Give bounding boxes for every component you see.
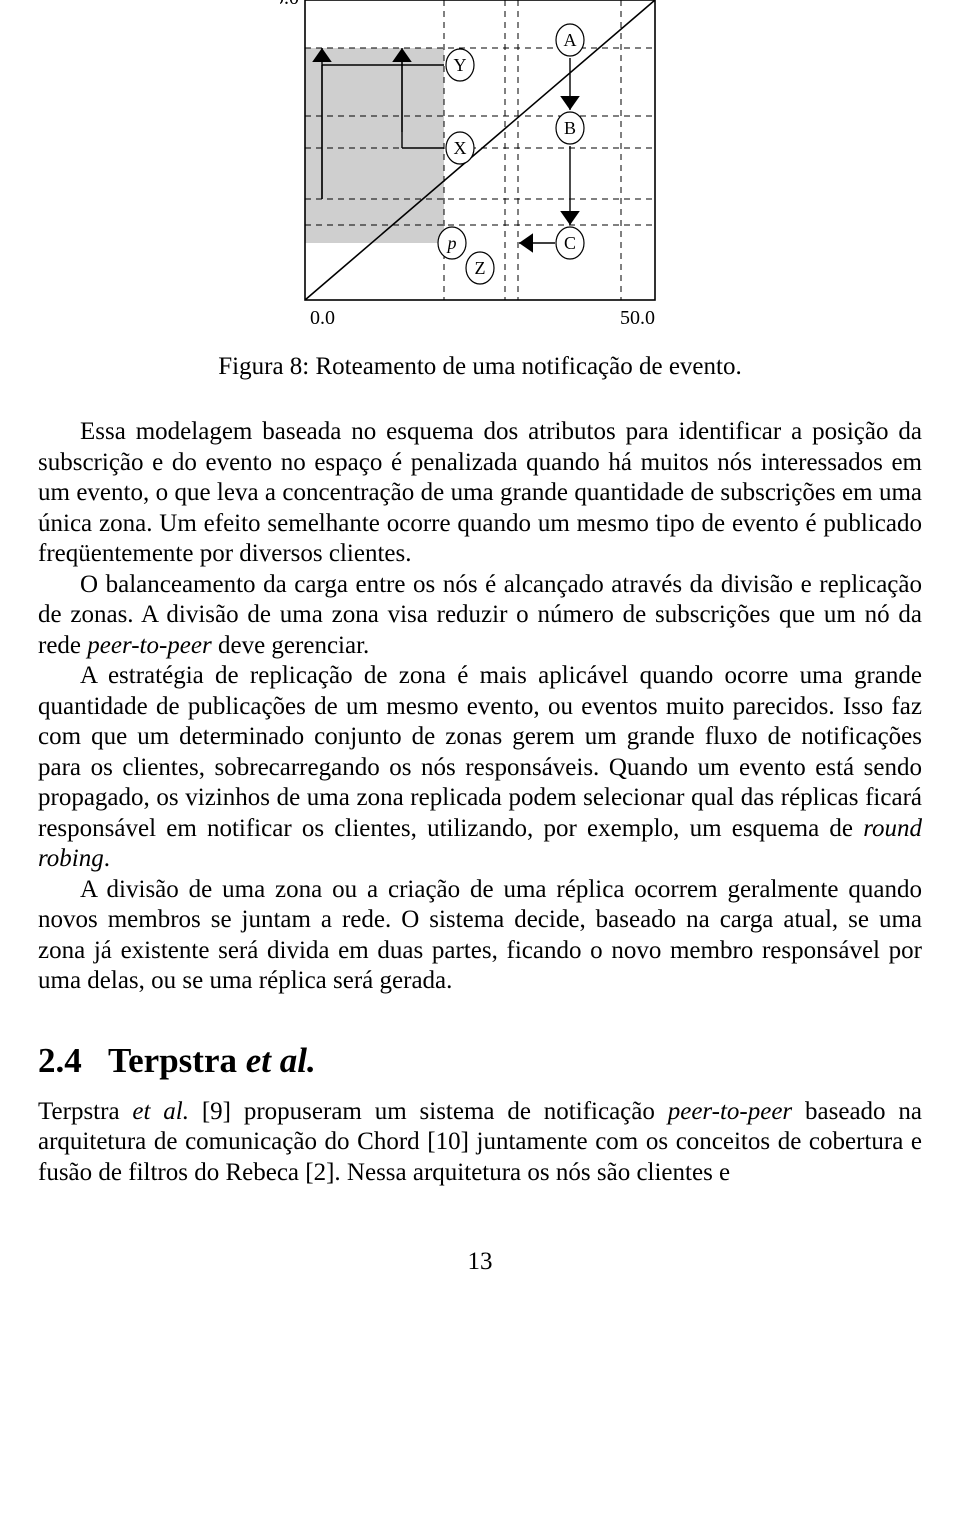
figure-8-svg: Y X Z A B Cp 50.0 0.0 50.0 bbox=[280, 0, 680, 330]
figure-8: Y X Z A B Cp 50.0 0.0 50.0 Figura 8: Roteamento … bbox=[38, 0, 922, 381]
paragraph-2: O balanceamento da carga entre os nós é … bbox=[38, 570, 922, 662]
svg-text:50.0: 50.0 bbox=[620, 307, 655, 329]
figure-8-caption: Figura 8: Roteamento de uma notificação … bbox=[38, 353, 922, 381]
svg-text:0.0: 0.0 bbox=[310, 307, 335, 329]
sp-em2: peer-to-peer bbox=[668, 1098, 792, 1125]
paragraph-2-em: peer-to-peer bbox=[87, 632, 211, 659]
sp-em1: et al. bbox=[132, 1098, 189, 1125]
paragraph-4: A divisão de uma zona ou a criação de um… bbox=[38, 875, 922, 997]
section-2-4-para: Terpstra et al. [9] propuseram um sistem… bbox=[38, 1097, 922, 1189]
paragraph-3-a: A estratégia de replicação de zona é mai… bbox=[38, 662, 922, 842]
paragraph-2-b: deve gerenciar. bbox=[212, 632, 370, 659]
page-number: 13 bbox=[38, 1248, 922, 1276]
svg-text:A: A bbox=[564, 30, 577, 50]
paragraph-3: A estratégia de replicação de zona é mai… bbox=[38, 661, 922, 875]
sp-b: [9] propuseram um sistema de notificação bbox=[189, 1098, 668, 1125]
svg-text:50.0: 50.0 bbox=[280, 0, 299, 9]
section-number: 2.4 bbox=[38, 1041, 82, 1080]
svg-text:Y: Y bbox=[454, 55, 467, 75]
svg-text:p: p bbox=[446, 233, 457, 253]
svg-text:C: C bbox=[564, 233, 576, 253]
svg-text:B: B bbox=[564, 118, 576, 138]
svg-text:X: X bbox=[454, 138, 467, 158]
svg-text:Z: Z bbox=[475, 258, 486, 278]
section-title-em: et al. bbox=[246, 1041, 316, 1080]
sp-a: Terpstra bbox=[38, 1098, 132, 1125]
section-2-4-heading: 2.4 Terpstra et al. bbox=[38, 1041, 922, 1081]
paragraph-3-b: . bbox=[104, 845, 110, 872]
section-title-a: Terpstra bbox=[108, 1041, 246, 1080]
paragraph-1: Essa modelagem baseada no esquema dos at… bbox=[38, 417, 922, 570]
page: Y X Z A B Cp 50.0 0.0 50.0 Figura 8: Roteamento … bbox=[0, 0, 960, 1336]
